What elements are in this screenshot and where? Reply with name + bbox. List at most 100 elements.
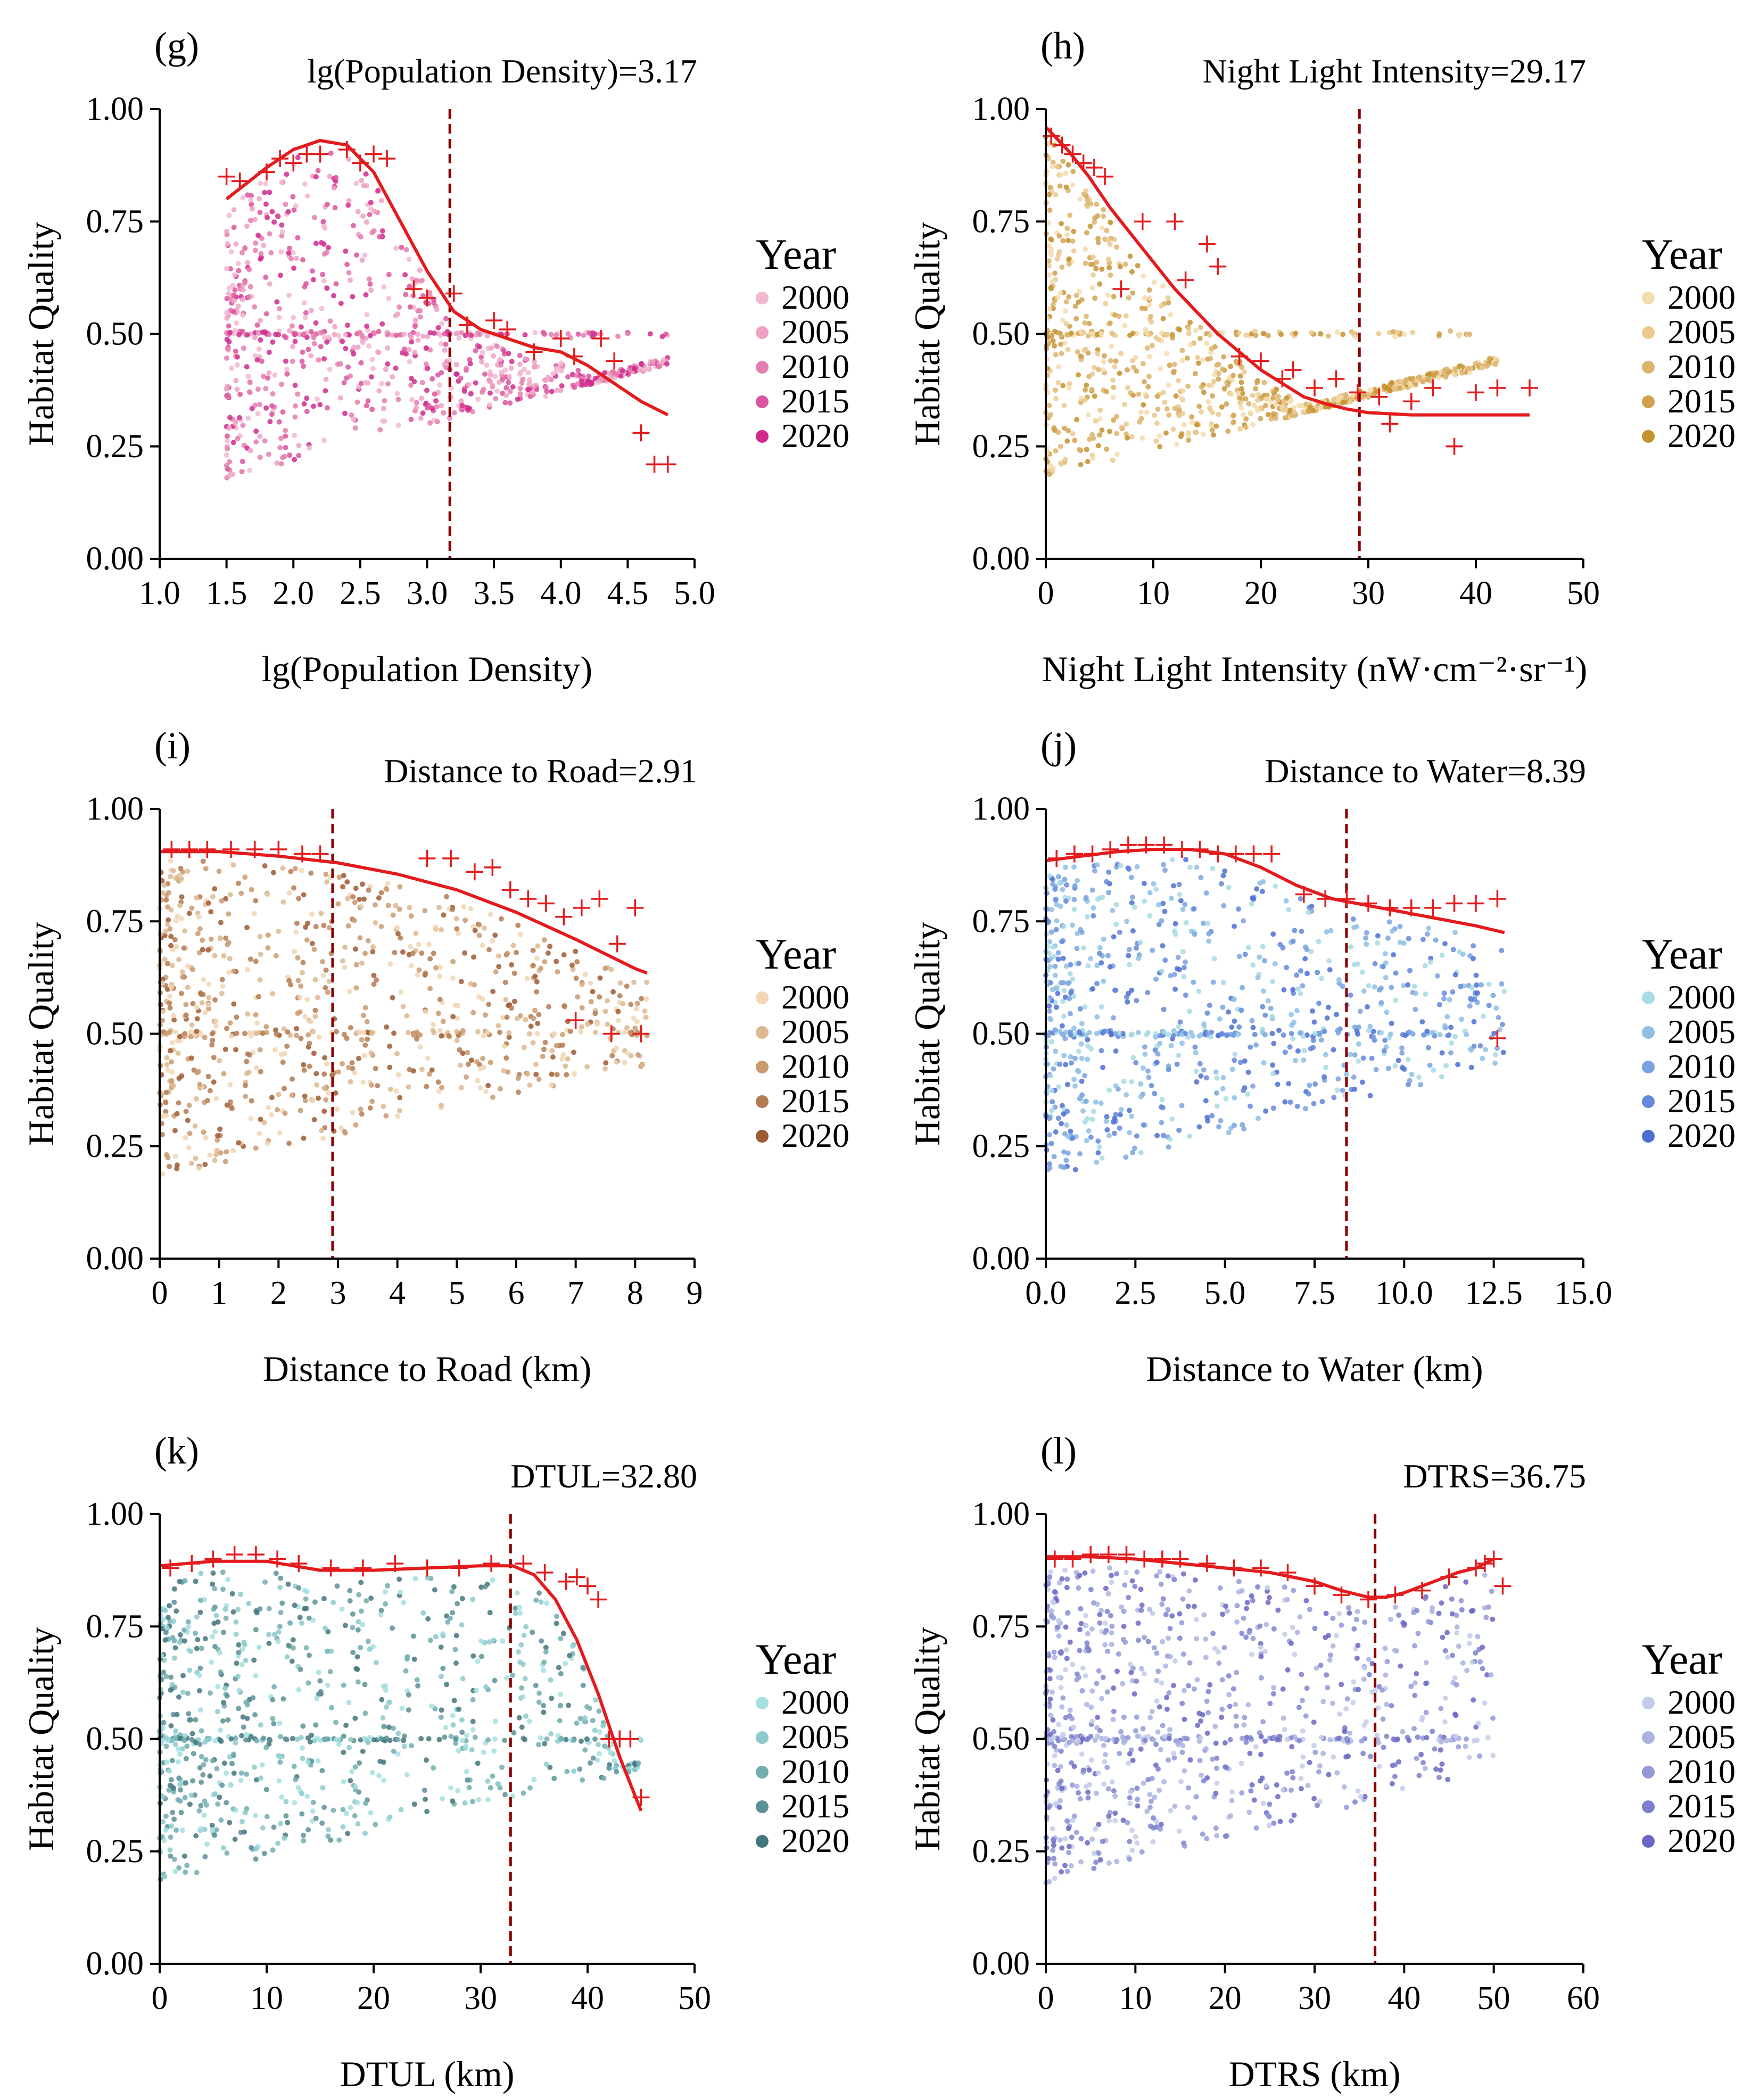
scatter-point [1090, 254, 1096, 260]
scatter-point [478, 354, 484, 360]
scatter-point [1052, 1027, 1058, 1033]
scatter-point [244, 224, 250, 229]
scatter-point [1197, 1061, 1203, 1066]
scatter-point [1058, 330, 1063, 336]
scatter-point [300, 349, 305, 355]
scatter-point [251, 1764, 257, 1770]
scatter-point [1151, 279, 1157, 285]
scatter-point [1183, 959, 1188, 965]
scatter-point [1122, 402, 1128, 408]
scatter-point [1200, 1831, 1205, 1837]
scatter-point [253, 958, 259, 964]
scatter-point [561, 1003, 567, 1009]
scatter-point [597, 1729, 602, 1735]
scatter-point [174, 1828, 179, 1833]
scatter-point [397, 1108, 402, 1113]
scatter-point [313, 924, 319, 930]
scatter-point [554, 333, 559, 338]
scatter-point [1180, 949, 1186, 955]
threshold-label: Distance to Road=2.91 [384, 752, 697, 790]
scatter-point [557, 1702, 563, 1708]
scatter-point [1055, 950, 1061, 956]
scatter-point [1166, 1066, 1171, 1072]
scatter-point [1049, 1088, 1055, 1094]
scatter-point [1370, 1034, 1376, 1040]
scatter-point [1405, 1056, 1411, 1062]
y-axis-label: Habitat Quality [907, 922, 947, 1146]
scatter-point [1114, 451, 1120, 457]
x-tick-label: 5 [449, 1275, 465, 1311]
scatter-point [1176, 413, 1182, 419]
scatter-point [1459, 1016, 1464, 1022]
scatter-point [1129, 1113, 1135, 1119]
scatter-point [352, 1070, 358, 1076]
scatter-point [424, 1575, 430, 1581]
scatter-point [558, 1691, 564, 1697]
scatter-point [470, 1718, 476, 1724]
scatter-point [365, 327, 371, 333]
scatter-point [303, 1645, 309, 1651]
scatter-point [311, 1117, 317, 1122]
x-tick-label: 7.5 [1294, 1275, 1335, 1311]
scatter-point [557, 1718, 563, 1724]
max-marker [1349, 384, 1366, 401]
scatter-point [340, 338, 345, 344]
scatter-point [1491, 1030, 1497, 1036]
max-marker [579, 1577, 596, 1595]
scatter-point [1241, 918, 1246, 924]
scatter-point [1138, 1094, 1144, 1099]
scatter-point [554, 1072, 560, 1078]
scatter-point [217, 1126, 223, 1132]
scatter-point [437, 964, 443, 970]
scatter-point [456, 1748, 461, 1754]
scatter-point [167, 993, 172, 999]
scatter-point [258, 180, 263, 186]
scatter-point [383, 1601, 389, 1607]
scatter-point [531, 1777, 537, 1782]
scatter-point [1058, 1764, 1063, 1770]
scatter-point [1094, 981, 1100, 987]
scatter-point [168, 858, 174, 864]
max-marker [163, 841, 180, 858]
scatter-point [1061, 1149, 1067, 1155]
scatter-point [1125, 999, 1130, 1005]
scatter-point [1068, 1863, 1074, 1868]
scatter-point [201, 1762, 207, 1768]
scatter-point [218, 920, 224, 925]
scatter-point [178, 990, 184, 996]
scatter-point [547, 944, 553, 949]
scatter-point [1129, 269, 1135, 275]
scatter-point [1272, 961, 1278, 966]
scatter-point [482, 925, 488, 931]
scatter-point [369, 374, 374, 380]
scatter-point [511, 970, 517, 976]
scatter-point [1052, 886, 1058, 892]
scatter-point [265, 891, 270, 897]
scatter-point [1287, 1044, 1293, 1050]
y-tick-label: 0.00 [972, 541, 1030, 577]
scatter-point [424, 1084, 430, 1089]
scatter-point [1133, 1728, 1138, 1734]
scatter-point [1210, 866, 1216, 872]
scatter-point [339, 1606, 345, 1612]
scatter-point [1047, 873, 1052, 879]
scatter-point [240, 312, 246, 318]
scatter-point [642, 1008, 648, 1014]
scatter-point [182, 1578, 188, 1584]
scatter-point [1210, 393, 1215, 399]
scatter-point [200, 858, 206, 864]
scatter-point [431, 1765, 436, 1771]
scatter-point [1146, 302, 1152, 308]
scatter-point [1113, 987, 1119, 993]
scatter-point [1270, 1105, 1276, 1111]
scatter-point [175, 913, 180, 919]
scatter-point [311, 1051, 317, 1056]
max-marker [519, 890, 537, 907]
scatter-point [191, 1751, 196, 1757]
max-marker [1467, 895, 1484, 912]
scatter-point [528, 1023, 534, 1029]
panel-i: (i)Distance to Road=2.910 1 2 3 4 5 6 7 8 90.000.… [21, 724, 849, 1389]
scatter-point [197, 1765, 203, 1771]
scatter-point [1156, 902, 1161, 908]
